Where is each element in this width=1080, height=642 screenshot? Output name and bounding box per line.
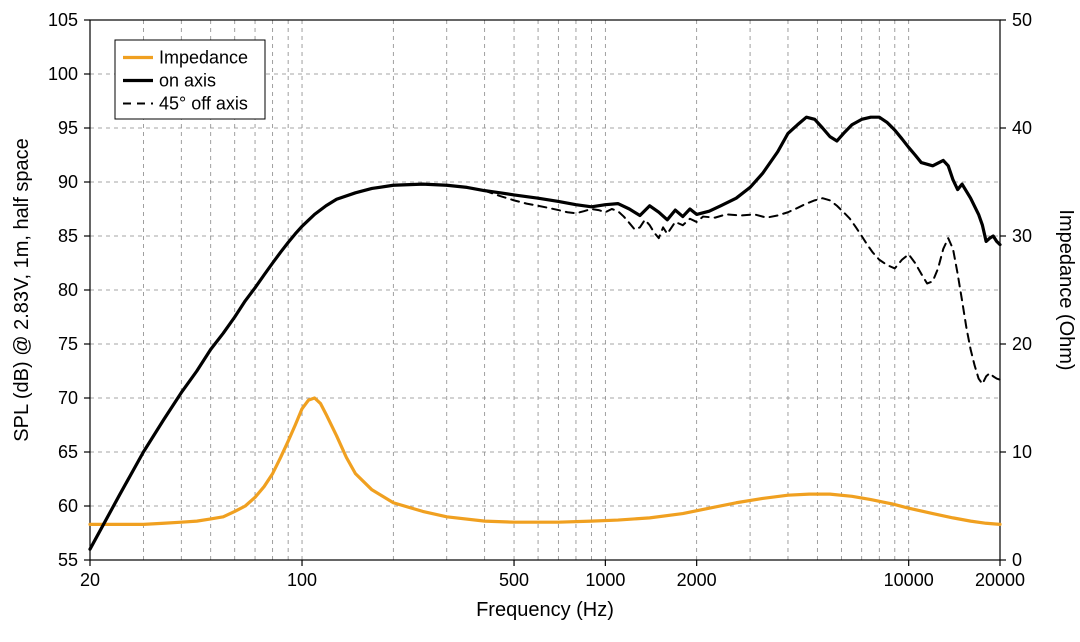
x-axis-label: Frequency (Hz) — [476, 599, 614, 621]
yright-tick-label: 50 — [1012, 10, 1032, 30]
x-tick-label: 2000 — [677, 570, 717, 590]
x-tick-label: 500 — [499, 570, 529, 590]
yright-tick-label: 30 — [1012, 226, 1032, 246]
yleft-tick-label: 105 — [48, 10, 78, 30]
x-tick-label: 10000 — [884, 570, 934, 590]
yleft-axis-label: SPL (dB) @ 2.83V, 1m, half space — [11, 138, 33, 441]
legend-label: 45° off axis — [159, 94, 248, 114]
yleft-tick-label: 100 — [48, 64, 78, 84]
yleft-tick-label: 60 — [58, 496, 78, 516]
yleft-tick-label: 55 — [58, 550, 78, 570]
x-tick-label: 1000 — [585, 570, 625, 590]
yleft-tick-label: 90 — [58, 172, 78, 192]
yleft-tick-label: 80 — [58, 280, 78, 300]
yleft-tick-label: 75 — [58, 334, 78, 354]
yleft-tick-label: 95 — [58, 118, 78, 138]
yright-axis-label: Impedance (Ohm) — [1055, 209, 1077, 370]
spl-impedance-chart: 2010050010002000100002000055606570758085… — [0, 0, 1080, 642]
yleft-tick-label: 70 — [58, 388, 78, 408]
yright-tick-label: 10 — [1012, 442, 1032, 462]
x-tick-label: 20 — [80, 570, 100, 590]
yright-tick-label: 40 — [1012, 118, 1032, 138]
yright-tick-label: 20 — [1012, 334, 1032, 354]
x-tick-label: 100 — [287, 570, 317, 590]
yleft-tick-label: 65 — [58, 442, 78, 462]
x-tick-label: 20000 — [975, 570, 1025, 590]
yleft-tick-label: 85 — [58, 226, 78, 246]
legend-label: Impedance — [159, 48, 248, 68]
yright-tick-label: 0 — [1012, 550, 1022, 570]
legend-label: on axis — [159, 71, 216, 91]
